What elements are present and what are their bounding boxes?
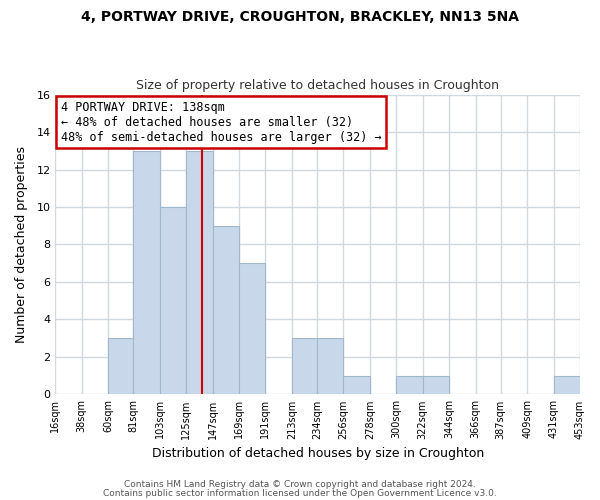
Bar xyxy=(554,376,580,394)
Bar xyxy=(317,338,343,394)
Bar xyxy=(186,151,212,394)
Text: Contains HM Land Registry data © Crown copyright and database right 2024.: Contains HM Land Registry data © Crown c… xyxy=(124,480,476,489)
Text: 4, PORTWAY DRIVE, CROUGHTON, BRACKLEY, NN13 5NA: 4, PORTWAY DRIVE, CROUGHTON, BRACKLEY, N… xyxy=(81,10,519,24)
Bar xyxy=(212,226,239,394)
Bar xyxy=(423,376,449,394)
Bar xyxy=(133,151,160,394)
Title: Size of property relative to detached houses in Croughton: Size of property relative to detached ho… xyxy=(136,79,499,92)
Bar xyxy=(108,338,133,394)
Text: 4 PORTWAY DRIVE: 138sqm
← 48% of detached houses are smaller (32)
48% of semi-de: 4 PORTWAY DRIVE: 138sqm ← 48% of detache… xyxy=(61,100,381,144)
Bar xyxy=(160,207,186,394)
Bar xyxy=(292,338,317,394)
Bar xyxy=(343,376,370,394)
X-axis label: Distribution of detached houses by size in Croughton: Distribution of detached houses by size … xyxy=(152,447,484,460)
Bar xyxy=(397,376,423,394)
Bar xyxy=(239,263,265,394)
Text: Contains public sector information licensed under the Open Government Licence v3: Contains public sector information licen… xyxy=(103,488,497,498)
Y-axis label: Number of detached properties: Number of detached properties xyxy=(15,146,28,343)
